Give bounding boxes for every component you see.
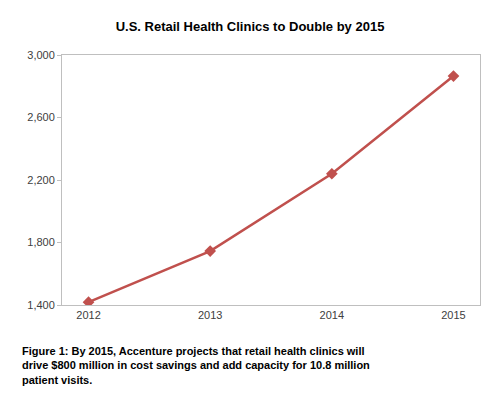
svg-text:Figure 1: By 2015, Accenture p: Figure 1: By 2015, Accenture projects th… (22, 345, 370, 386)
svg-text:2015: 2015 (441, 309, 465, 321)
svg-text:U.S. Retail Health Clinics to: U.S. Retail Health Clinics to Double by … (116, 19, 385, 34)
svg-text:2012: 2012 (76, 309, 100, 321)
svg-text:2,200: 2,200 (27, 174, 55, 186)
svg-text:3,000: 3,000 (27, 49, 55, 61)
svg-text:2,600: 2,600 (27, 111, 55, 123)
svg-text:2014: 2014 (320, 309, 344, 321)
svg-text:1,800: 1,800 (27, 236, 55, 248)
svg-text:2013: 2013 (198, 309, 222, 321)
svg-text:1,400: 1,400 (27, 299, 55, 311)
